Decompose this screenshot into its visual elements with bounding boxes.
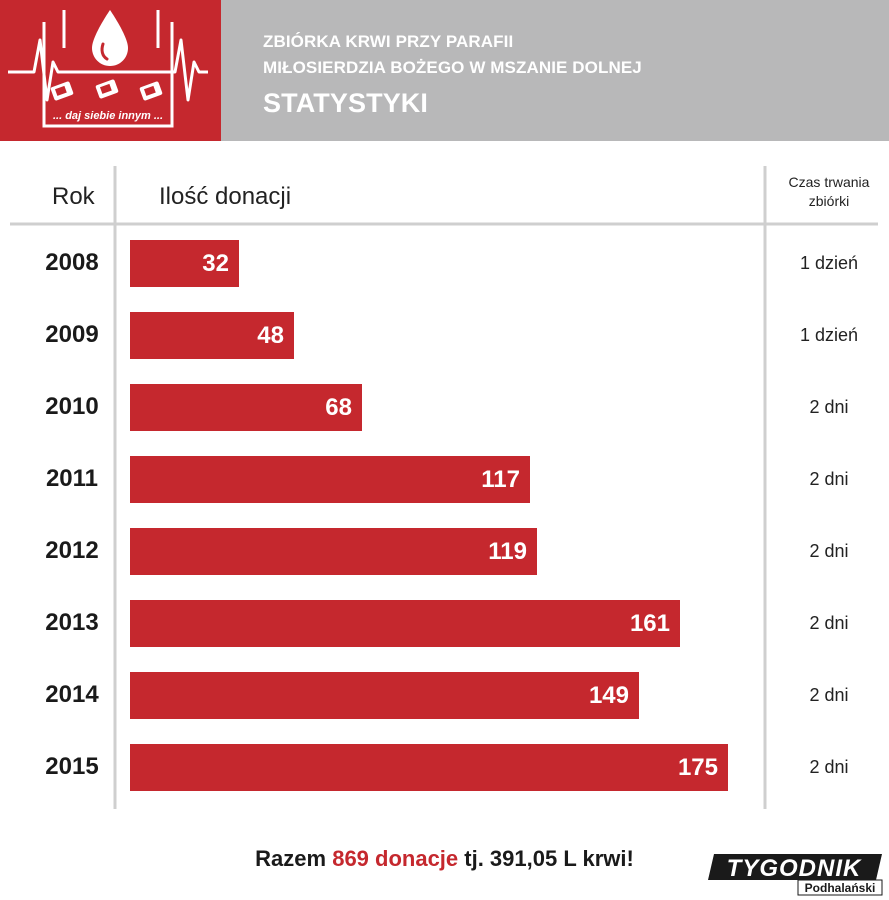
title-panel: ZBIÓRKA KRWI PRZY PARAFII MIŁOSIERDZIA B… (221, 0, 889, 141)
title-line-2: MIŁOSIERDZIA BOŻEGO W MSZANIE DOLNEJ (263, 58, 642, 77)
duration-label-2008: 1 dzień (799, 253, 859, 273)
duration-label-2015: 2 dni (809, 757, 849, 777)
year-label-2008: 2008 (45, 249, 99, 276)
bar-value-2008: 32 (202, 250, 229, 277)
bar-value-2011: 117 (481, 466, 520, 493)
duration-label-2009: 1 dzień (799, 325, 859, 345)
duration-label-2013: 2 dni (809, 613, 849, 633)
column-header-count: Ilość donacji (159, 183, 292, 210)
logo-tagline: ... daj siebie innym ... (52, 110, 164, 122)
bar-value-2014: 149 (588, 682, 629, 709)
year-label-2014: 2014 (45, 681, 99, 708)
duration-label-2011: 2 dni (809, 469, 849, 489)
bar-value-2012: 119 (488, 538, 527, 565)
bar-value-2015: 175 (677, 754, 718, 781)
duration-label-2014: 2 dni (809, 685, 849, 705)
duration-label-2012: 2 dni (809, 541, 849, 561)
bar-value-2013: 161 (629, 610, 670, 637)
duration-label-2010: 2 dni (809, 397, 849, 417)
donations-chart: Rok Ilość donacji Czas trwania zbiórki 2… (0, 141, 889, 831)
year-label-2009: 2009 (45, 321, 99, 348)
bar-2010: 68 (130, 384, 362, 431)
column-header-year: Rok (52, 183, 95, 210)
brand-main: TYGODNIK (727, 855, 862, 882)
year-label-2012: 2012 (45, 537, 99, 564)
blood-drive-logo: ... daj siebie innym ... (0, 0, 221, 141)
bar-2014: 149 (130, 672, 639, 719)
chart-dividers (10, 166, 878, 809)
bar-2015: 175 (130, 744, 728, 791)
bar-value-2010: 68 (325, 394, 352, 421)
bar-2008: 32 (130, 240, 239, 287)
header-banner: ... daj siebie innym ... ZBIÓRKA KRWI PR… (0, 0, 889, 141)
title-line-1: ZBIÓRKA KRWI PRZY PARAFII (263, 32, 514, 51)
year-label-2013: 2013 (45, 609, 99, 636)
brand-sub: Podhalański (805, 881, 876, 895)
year-label-2011: 2011 (45, 465, 99, 492)
page-title: STATYSTYKI (263, 88, 429, 118)
bar-2012: 119 (130, 528, 537, 575)
total-summary: Razem 869 donacje tj. 391,05 L krwi! (0, 846, 889, 872)
bar-value-2009: 48 (257, 322, 284, 349)
tygodnik-podhalanski-logo: TYGODNIK Podhalański (708, 854, 883, 896)
total-prefix: Razem (255, 846, 333, 871)
column-header-duration: Czas trwania zbiórki (788, 174, 870, 209)
year-label-2015: 2015 (45, 753, 99, 780)
bar-2013: 161 (130, 600, 680, 647)
bar-2011: 117 (130, 456, 530, 503)
total-count: 869 donacje (332, 846, 459, 871)
heartbeat-drop-icon (8, 10, 208, 128)
year-label-2010: 2010 (45, 393, 99, 420)
bar-2009: 48 (130, 312, 294, 359)
total-suffix: tj. 391,05 L krwi! (458, 846, 634, 871)
